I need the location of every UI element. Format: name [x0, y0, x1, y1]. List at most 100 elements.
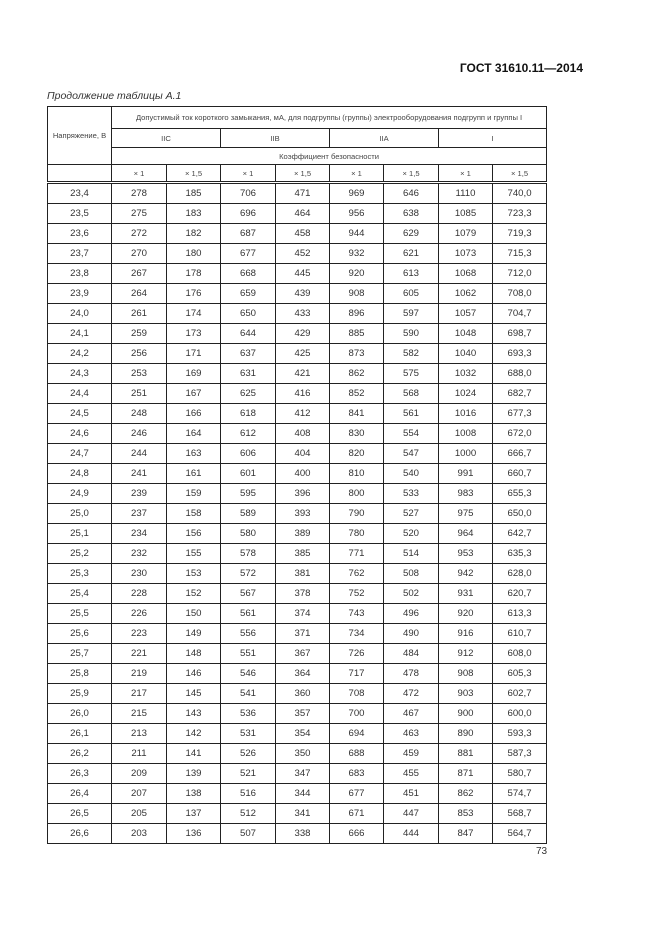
current-cell: 873	[329, 343, 384, 364]
current-cell: 167	[166, 383, 221, 404]
current-cell: 1008	[438, 423, 493, 444]
current-cell: 512	[220, 803, 276, 824]
current-cell: 677,3	[491, 403, 548, 424]
voltage-cell: 25,6	[47, 623, 112, 644]
current-cell: 991	[438, 463, 493, 484]
current-cell: 853	[438, 803, 493, 824]
document-standard-number: ГОСТ 31610.11—2014	[459, 61, 583, 75]
current-cell: 650	[220, 303, 276, 324]
current-cell: 677	[220, 243, 276, 264]
current-cell: 613	[383, 263, 439, 284]
current-cell: 173	[166, 323, 221, 344]
current-cell: 646	[383, 182, 439, 204]
current-cell: 625	[220, 383, 276, 404]
current-cell: 164	[166, 423, 221, 444]
table-row: 25,2 232 155 578 385 771 514 953 635,3	[47, 543, 548, 564]
current-cell: 740,0	[491, 182, 548, 204]
current-cell: 137	[166, 803, 221, 824]
current-cell: 230	[111, 563, 167, 584]
current-cell: 820	[329, 443, 384, 464]
current-cell: 554	[383, 423, 439, 444]
current-cell: 270	[111, 243, 167, 264]
table-row: 25,7 221 148 551 367 726 484 912 608,0	[47, 643, 548, 664]
current-cell: 148	[166, 643, 221, 664]
current-cell: 568	[383, 383, 439, 404]
current-cell: 715,3	[491, 243, 548, 264]
current-cell: 620,7	[491, 583, 548, 604]
current-cell: 1048	[438, 323, 493, 344]
current-cell: 595	[220, 483, 276, 504]
current-cell: 589	[220, 503, 276, 524]
current-cell: 920	[438, 603, 493, 624]
current-cell: 464	[275, 203, 330, 224]
current-cell: 908	[438, 663, 493, 684]
current-cell: 261	[111, 303, 167, 324]
table-row: 25,0 237 158 589 393 790 527 975 650,0	[47, 503, 548, 524]
current-cell: 771	[329, 543, 384, 564]
current-cell: 912	[438, 643, 493, 664]
current-cell: 389	[275, 523, 330, 544]
current-cell: 408	[275, 423, 330, 444]
table-row: 26,6 203 136 507 338 666 444 847 564,7	[47, 823, 548, 844]
current-cell: 396	[275, 483, 330, 504]
voltage-cell: 26,4	[47, 783, 112, 804]
current-cell: 367	[275, 643, 330, 664]
current-cell: 445	[275, 263, 330, 284]
current-cell: 890	[438, 723, 493, 744]
current-cell: 360	[275, 683, 330, 704]
current-cell: 176	[166, 283, 221, 304]
current-cell: 908	[329, 283, 384, 304]
current-limits-table: Напряжение, В Допустимый ток короткого з…	[47, 106, 548, 844]
current-cell: 182	[166, 223, 221, 244]
current-cell: 520	[383, 523, 439, 544]
current-cell: 862	[329, 363, 384, 384]
voltage-cell: 23,7	[47, 243, 112, 264]
voltage-cell: 24,6	[47, 423, 112, 444]
current-cell: 433	[275, 303, 330, 324]
current-cell: 885	[329, 323, 384, 344]
current-cell: 567	[220, 583, 276, 604]
current-cell: 354	[275, 723, 330, 744]
current-cell: 655,3	[491, 483, 548, 504]
current-cell: 743	[329, 603, 384, 624]
table-row: 23,4 278 185 706 471 969 646 1110 740,0	[47, 182, 548, 204]
current-cell: 412	[275, 403, 330, 424]
current-cell: 561	[220, 603, 276, 624]
factor-header: × 1,5	[491, 164, 548, 184]
current-cell: 700	[329, 703, 384, 724]
current-cell: 472	[383, 683, 439, 704]
current-cell: 490	[383, 623, 439, 644]
current-cell: 629	[383, 223, 439, 244]
current-cell: 920	[329, 263, 384, 284]
current-cell: 613,3	[491, 603, 548, 624]
current-cell: 521	[220, 763, 276, 784]
current-cell: 780	[329, 523, 384, 544]
current-cell: 439	[275, 283, 330, 304]
voltage-cell: 24,8	[47, 463, 112, 484]
current-cell: 734	[329, 623, 384, 644]
table-row: 25,9 217 145 541 360 708 472 903 602,7	[47, 683, 548, 704]
current-cell: 364	[275, 663, 330, 684]
current-cell: 248	[111, 403, 167, 424]
current-cell: 221	[111, 643, 167, 664]
current-cell: 600,0	[491, 703, 548, 724]
group-header-i: I	[437, 128, 548, 148]
current-cell: 219	[111, 663, 167, 684]
current-cell: 574,7	[491, 783, 548, 804]
current-cell: 350	[275, 743, 330, 764]
current-cell: 540	[383, 463, 439, 484]
current-cell: 514	[383, 543, 439, 564]
current-cell: 847	[438, 823, 493, 844]
table-row: 26,3 209 139 521 347 683 455 871 580,7	[47, 763, 548, 784]
current-cell: 163	[166, 443, 221, 464]
current-cell: 533	[383, 483, 439, 504]
factor-header: × 1	[220, 164, 276, 184]
group-header-iib: IIB	[220, 128, 330, 148]
voltage-cell: 24,7	[47, 443, 112, 464]
voltage-cell: 25,0	[47, 503, 112, 524]
current-cell: 551	[220, 643, 276, 664]
voltage-cell: 26,3	[47, 763, 112, 784]
current-cell: 621	[383, 243, 439, 264]
current-cell: 618	[220, 403, 276, 424]
voltage-cell: 25,2	[47, 543, 112, 564]
